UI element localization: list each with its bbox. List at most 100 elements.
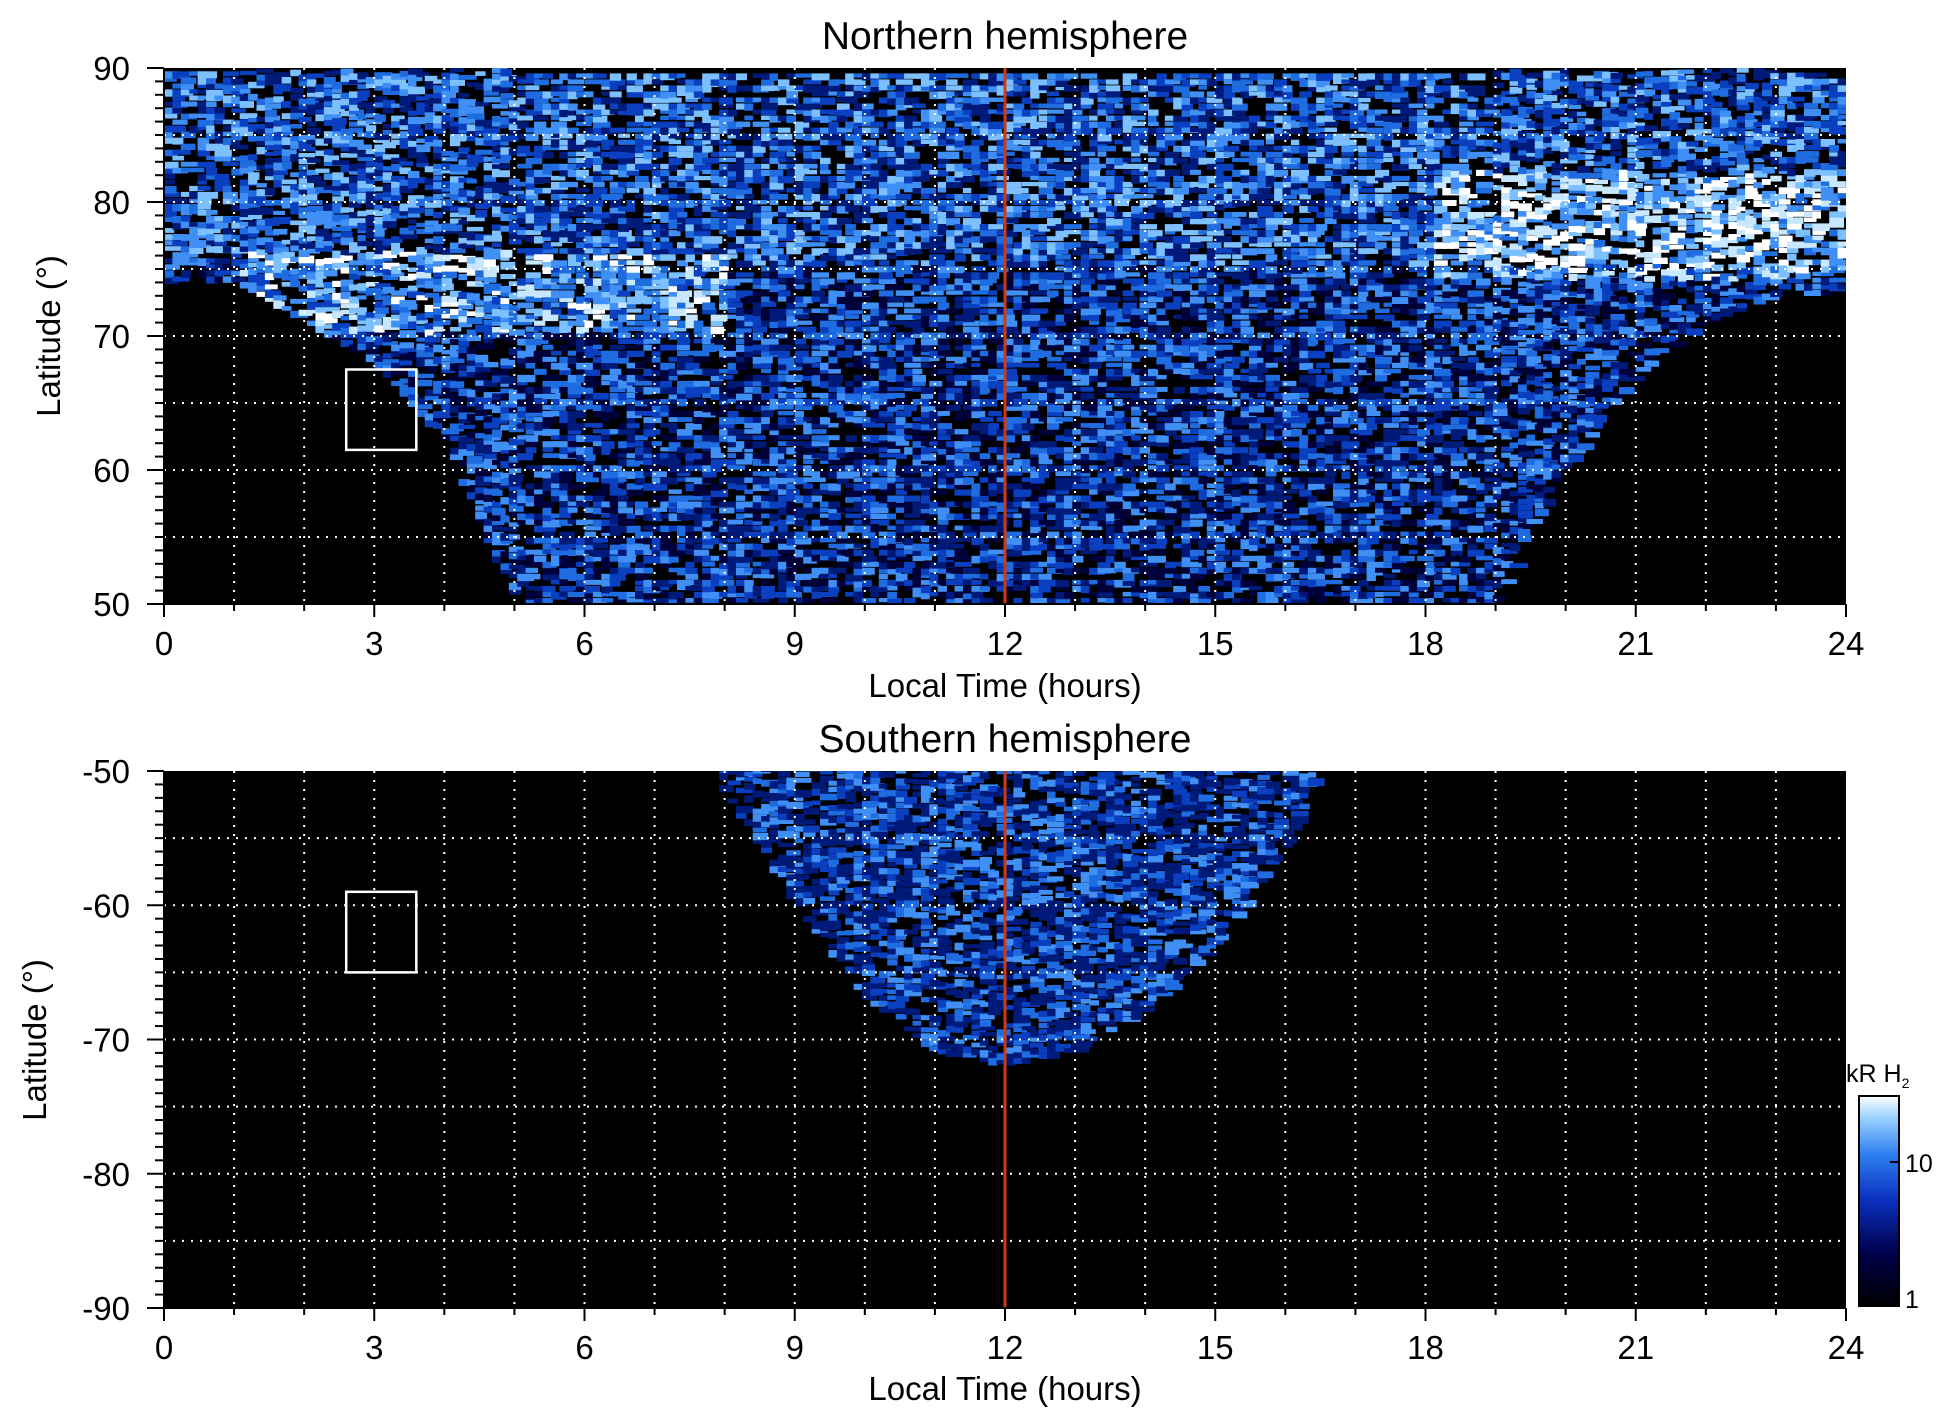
emission-cell bbox=[845, 73, 854, 82]
emission-cell bbox=[862, 435, 876, 442]
emission-cell bbox=[466, 214, 485, 222]
emission-cell bbox=[668, 417, 678, 422]
emission-cell bbox=[164, 246, 181, 251]
emission-cell bbox=[719, 338, 731, 344]
emission-cell bbox=[618, 242, 629, 250]
emission-cell bbox=[862, 386, 875, 395]
emission-cell bbox=[601, 163, 613, 170]
emission-cell bbox=[559, 224, 569, 229]
emission-cell bbox=[811, 338, 827, 346]
emission-cell bbox=[601, 441, 615, 449]
emission-cell bbox=[399, 70, 409, 77]
emission-cell bbox=[424, 335, 441, 343]
emission-cell bbox=[820, 206, 834, 211]
emission-cell bbox=[677, 175, 687, 182]
emission-cell bbox=[534, 127, 548, 135]
emission-cell bbox=[475, 481, 492, 487]
emission-cell bbox=[407, 177, 427, 184]
emission-cell bbox=[618, 495, 629, 501]
emission-cell bbox=[550, 242, 563, 247]
emission-cell bbox=[458, 195, 474, 203]
emission-cell bbox=[635, 441, 651, 446]
emission-cell bbox=[887, 465, 901, 470]
emission-cell bbox=[1005, 139, 1018, 147]
emission-cell bbox=[231, 204, 248, 212]
emission-cell bbox=[828, 109, 838, 115]
emission-cell bbox=[643, 230, 653, 236]
emission-cell bbox=[492, 532, 504, 538]
emission-cell bbox=[979, 453, 991, 459]
emission-cell bbox=[643, 549, 652, 555]
emission-cell bbox=[475, 71, 486, 76]
emission-cell bbox=[635, 79, 646, 85]
emission-cell bbox=[761, 290, 778, 295]
emission-cell bbox=[836, 218, 852, 225]
emission-cell bbox=[635, 585, 645, 592]
emission-cell bbox=[433, 296, 446, 303]
emission-cell bbox=[391, 332, 400, 339]
emission-cell bbox=[727, 314, 744, 319]
emission-cell bbox=[920, 471, 933, 477]
emission-cell bbox=[912, 549, 922, 556]
emission-cell bbox=[492, 429, 502, 438]
emission-cell bbox=[559, 447, 574, 455]
emission-cell bbox=[651, 525, 665, 532]
emission-cell bbox=[626, 543, 642, 551]
emission-cell bbox=[365, 330, 383, 337]
emission-cell bbox=[1013, 549, 1027, 556]
emission-cell bbox=[769, 139, 784, 145]
emission-cell bbox=[895, 495, 908, 503]
emission-cell bbox=[786, 459, 797, 467]
emission-cell bbox=[828, 85, 841, 91]
emission-cell bbox=[744, 344, 754, 352]
emission-cell bbox=[937, 513, 954, 520]
emission-cell bbox=[635, 175, 649, 182]
emission-cell bbox=[542, 465, 557, 471]
emission-cell bbox=[744, 591, 758, 599]
emission-cell bbox=[988, 296, 998, 304]
emission-cell bbox=[710, 314, 728, 321]
emission-cell bbox=[752, 513, 762, 522]
emission-cell bbox=[315, 259, 330, 266]
emission-cell bbox=[660, 453, 671, 459]
emission-cell bbox=[702, 127, 712, 132]
emission-cell bbox=[559, 206, 575, 212]
emission-cell bbox=[803, 151, 816, 159]
emission-cell bbox=[357, 150, 373, 158]
emission-cell bbox=[534, 429, 551, 436]
emission-cell bbox=[920, 555, 932, 561]
emission-cell bbox=[298, 74, 316, 82]
emission-cell bbox=[542, 212, 560, 220]
emission-cell bbox=[517, 97, 530, 105]
emission-cell bbox=[239, 131, 254, 137]
emission-cell bbox=[525, 133, 539, 141]
emission-cell bbox=[971, 254, 983, 262]
emission-cell bbox=[1005, 543, 1015, 550]
emission-cell bbox=[769, 278, 779, 286]
emission-cell bbox=[651, 290, 661, 295]
emission-cell bbox=[702, 495, 713, 501]
emission-cell bbox=[407, 140, 417, 147]
emission-cell bbox=[962, 290, 975, 296]
emission-cell bbox=[492, 315, 508, 322]
emission-cell bbox=[340, 249, 356, 255]
emission-cell bbox=[466, 359, 478, 366]
emission-cell bbox=[433, 284, 447, 292]
emission-cell bbox=[735, 525, 747, 533]
emission-cell bbox=[887, 477, 897, 482]
emission-cell bbox=[954, 465, 965, 472]
emission-cell bbox=[904, 103, 919, 108]
emission-cell bbox=[727, 543, 741, 551]
emission-cell bbox=[307, 206, 324, 212]
emission-cell bbox=[862, 567, 875, 575]
emission-cell bbox=[584, 507, 595, 513]
emission-cell bbox=[483, 271, 497, 278]
emission-cell bbox=[660, 121, 675, 127]
emission-cell bbox=[769, 272, 783, 279]
emission-cell bbox=[702, 224, 718, 229]
emission-cell bbox=[206, 216, 215, 224]
emission-cell bbox=[979, 73, 996, 80]
emission-cell bbox=[483, 524, 493, 532]
emission-cell bbox=[954, 591, 967, 597]
emission-cell bbox=[248, 166, 260, 171]
